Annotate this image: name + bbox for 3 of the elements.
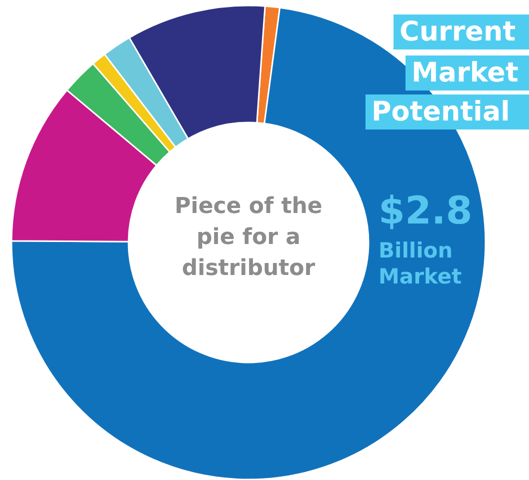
- text: Piece of the pie for a distributor: [174, 194, 322, 281]
- text: $2.8 Billion Market: [378, 188, 472, 288]
- text: Current Market Potential: [372, 16, 518, 128]
